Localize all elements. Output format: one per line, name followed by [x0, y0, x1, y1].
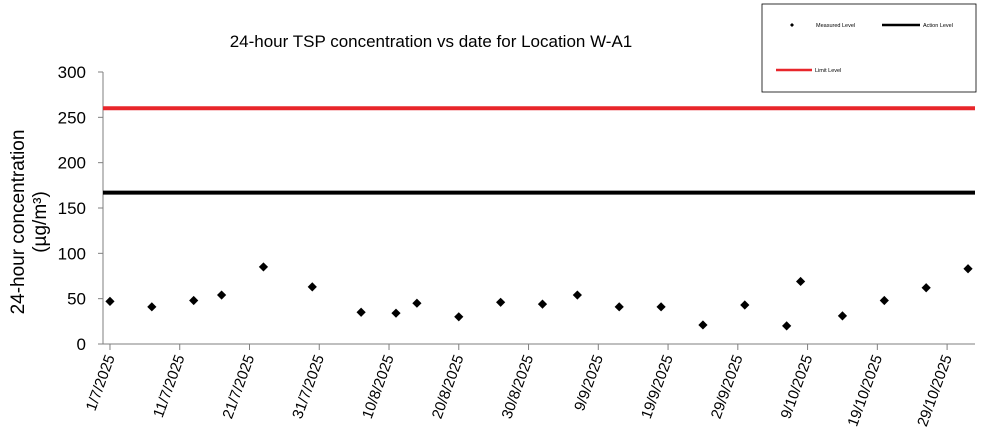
legend-measured-label: Measured Level: [816, 23, 855, 29]
legend-measured-marker: [790, 23, 794, 27]
data-point: [698, 320, 708, 330]
data-point: [782, 321, 792, 331]
x-tick-label: 29/9/2025: [708, 353, 747, 422]
data-point: [216, 290, 227, 300]
data-point: [258, 262, 269, 272]
x-axis-ticks: 1/7/2025 11/7/2025 21/7/2025 31/7/2025 10/8/…: [83, 344, 956, 429]
data-point: [105, 296, 115, 306]
x-tick-label: 29/10/2025: [914, 353, 956, 429]
x-tick-label: 10/8/2025: [359, 353, 398, 422]
chart-title: 24-hour TSP concentration vs date for Lo…: [230, 32, 633, 51]
data-point: [307, 282, 317, 292]
x-tick-label: 21/7/2025: [219, 353, 258, 422]
data-point: [879, 295, 889, 306]
legend-action-label: Action Level: [923, 23, 953, 29]
measured-points: [105, 262, 973, 331]
data-point: [391, 308, 401, 318]
data-point: [963, 264, 973, 274]
data-point: [656, 302, 666, 312]
data-point: [740, 300, 750, 310]
x-tick-label: 9/9/2025: [571, 353, 607, 414]
y-tick-label: 250: [58, 108, 86, 127]
data-point: [614, 302, 624, 312]
x-tick-label: 19/9/2025: [638, 353, 677, 422]
y-tick-label: 100: [58, 244, 86, 263]
y-tick-label: 0: [77, 335, 86, 354]
data-point: [412, 298, 422, 308]
x-tick-label: 20/8/2025: [429, 353, 468, 422]
y-tick-label: 150: [58, 199, 86, 218]
x-tick-label: 30/8/2025: [498, 353, 537, 422]
level-lines: [103, 106, 975, 195]
legend-box: [761, 3, 977, 93]
y-tick-label: 300: [58, 63, 86, 82]
legend-limit-label: Limit Level: [815, 68, 841, 74]
y-axis-ticks: 0 50 100 150 200 250 300: [58, 63, 103, 354]
x-tick-label: 11/7/2025: [150, 353, 188, 420]
x-tick-label: 31/7/2025: [289, 353, 328, 422]
data-point: [572, 290, 582, 300]
data-point: [147, 302, 157, 312]
data-point: [921, 283, 931, 293]
data-point: [189, 295, 199, 306]
y-axis-label-line2: (µg/m³): [30, 191, 51, 253]
legend: Measured Level Action Level Limit Level: [761, 3, 977, 93]
data-point: [356, 307, 366, 317]
data-point: [496, 297, 506, 307]
y-tick-label: 200: [58, 154, 86, 173]
x-tick-label: 19/10/2025: [844, 353, 886, 429]
y-axis-title: 24-hour concentration (µg/m³): [8, 130, 51, 315]
x-tick-label: 9/10/2025: [778, 353, 817, 422]
data-point: [454, 312, 464, 322]
data-point: [537, 299, 548, 309]
data-point: [796, 276, 806, 287]
y-axis-label-line1: 24-hour concentration: [8, 130, 29, 315]
x-tick-label: 1/7/2025: [83, 353, 119, 414]
y-tick-label: 50: [67, 290, 86, 309]
data-point: [837, 311, 848, 321]
